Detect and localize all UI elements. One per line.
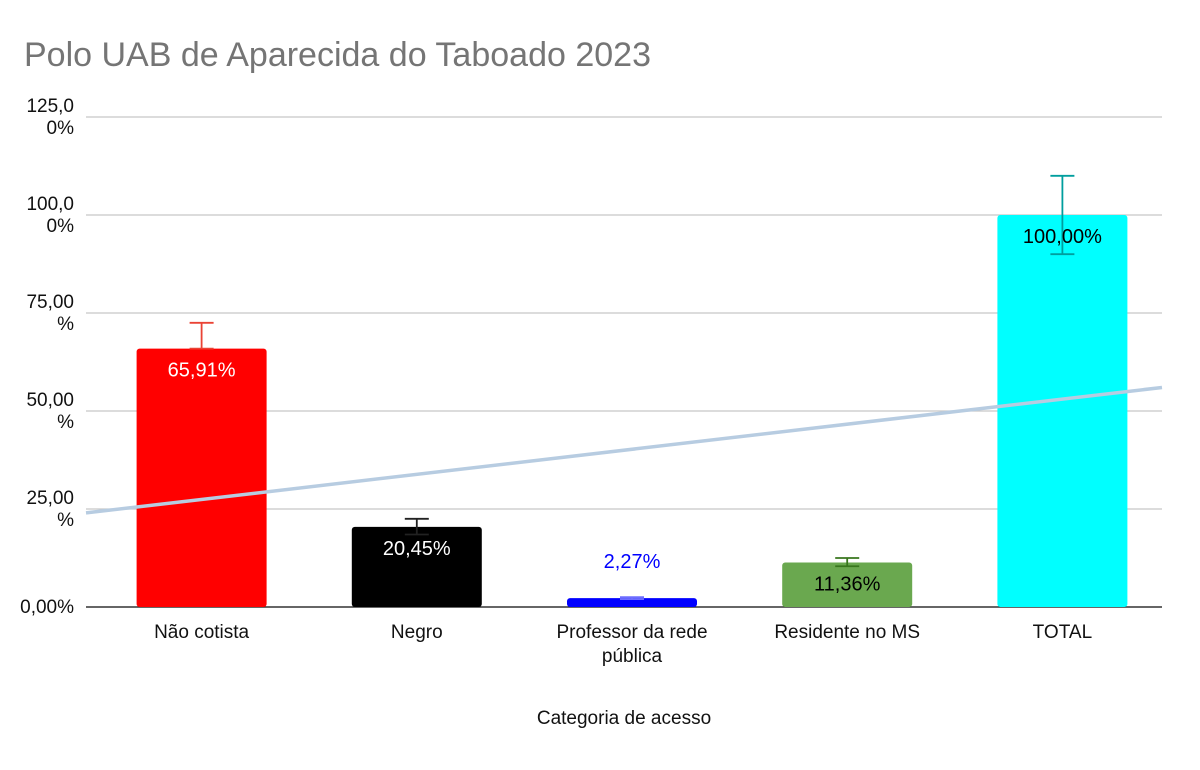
bars bbox=[136, 215, 1128, 607]
bar bbox=[136, 348, 267, 607]
data-label: 2,27% bbox=[604, 551, 661, 573]
x-tick-label: Professor da rede pública bbox=[556, 622, 707, 667]
y-tick-label: 50,00% bbox=[26, 390, 74, 433]
x-axis-ticks: Não cotista Negro Professor da rede pública… bbox=[154, 622, 1092, 667]
trendline-group bbox=[85, 385, 1163, 515]
data-label: 11,36% bbox=[814, 573, 881, 595]
data-label: 100,00% bbox=[1023, 226, 1102, 248]
bar bbox=[351, 526, 482, 607]
bar bbox=[997, 215, 1128, 607]
y-tick-label: 100,0 0% bbox=[26, 194, 74, 237]
bar bbox=[567, 598, 697, 607]
y-tick-label: 75,00% bbox=[26, 292, 74, 335]
y-tick-label: 125,0 0% bbox=[26, 96, 74, 139]
x-tick-label: TOTAL bbox=[1033, 622, 1092, 643]
y-tick-label: 25,00% bbox=[26, 488, 74, 531]
x-tick-label: Negro bbox=[391, 622, 443, 643]
bar bbox=[782, 562, 913, 607]
data-label: 65,91% bbox=[168, 360, 236, 382]
data-labels: 65,91% 20,45% 2,27% 11,36% 100,00% bbox=[168, 226, 1102, 595]
error-bars bbox=[189, 174, 1075, 601]
x-tick-label: Residente no MS bbox=[774, 622, 920, 643]
trendline bbox=[85, 385, 1163, 515]
x-axis-label: Categoria de acesso bbox=[537, 708, 711, 729]
x-tick-label: Não cotista bbox=[154, 622, 249, 643]
data-label: 20,45% bbox=[383, 538, 451, 560]
y-axis-ticks: 0,00% 25,00 % 50,00 % 75,00 % 100,0 0% 125,0 0% bbox=[20, 96, 74, 618]
y-tick-label: 0,00% bbox=[20, 597, 74, 618]
chart-title: Polo UAB de Aparecida do Taboado 2023 bbox=[24, 36, 651, 74]
